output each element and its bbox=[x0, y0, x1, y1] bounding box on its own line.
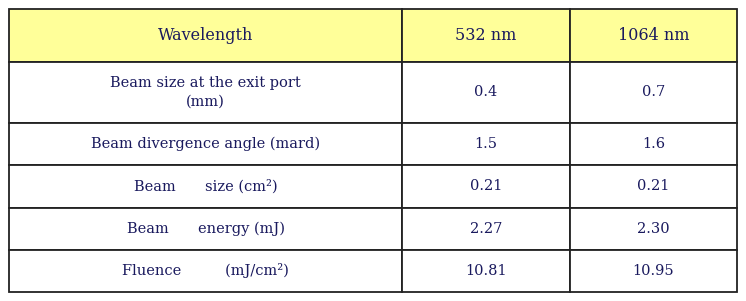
Text: Beam  size (cm²): Beam size (cm²) bbox=[134, 179, 278, 194]
Text: 532 nm: 532 nm bbox=[455, 27, 516, 44]
Bar bbox=[402, 62, 570, 123]
Text: 2.27: 2.27 bbox=[470, 222, 502, 236]
Text: 1.5: 1.5 bbox=[474, 137, 498, 151]
Text: Beam divergence angle (mard): Beam divergence angle (mard) bbox=[91, 137, 320, 151]
Text: 10.95: 10.95 bbox=[633, 264, 674, 278]
Text: 2.30: 2.30 bbox=[637, 222, 670, 236]
Bar bbox=[570, 208, 737, 250]
Text: 0.21: 0.21 bbox=[470, 179, 502, 194]
Bar bbox=[570, 123, 737, 165]
Text: Beam size at the exit port
(mm): Beam size at the exit port (mm) bbox=[110, 76, 301, 109]
Text: 1064 nm: 1064 nm bbox=[618, 27, 689, 44]
Text: 10.81: 10.81 bbox=[465, 264, 507, 278]
Bar bbox=[9, 250, 402, 292]
Text: 0.4: 0.4 bbox=[474, 85, 498, 99]
Bar bbox=[402, 165, 570, 208]
Bar bbox=[402, 208, 570, 250]
Bar bbox=[9, 9, 402, 62]
Bar bbox=[570, 165, 737, 208]
Text: 1.6: 1.6 bbox=[642, 137, 665, 151]
Bar bbox=[570, 250, 737, 292]
Bar bbox=[9, 62, 402, 123]
Text: Wavelength: Wavelength bbox=[158, 27, 253, 44]
Bar bbox=[402, 9, 570, 62]
Text: 0.7: 0.7 bbox=[642, 85, 665, 99]
Bar bbox=[570, 9, 737, 62]
Text: Fluence   (mJ/cm²): Fluence (mJ/cm²) bbox=[122, 263, 289, 278]
Bar bbox=[9, 123, 402, 165]
Bar bbox=[570, 62, 737, 123]
Text: 0.21: 0.21 bbox=[637, 179, 669, 194]
Bar bbox=[402, 123, 570, 165]
Text: Beam  energy (mJ): Beam energy (mJ) bbox=[127, 222, 284, 236]
Bar bbox=[9, 165, 402, 208]
Bar bbox=[9, 208, 402, 250]
Bar bbox=[402, 250, 570, 292]
